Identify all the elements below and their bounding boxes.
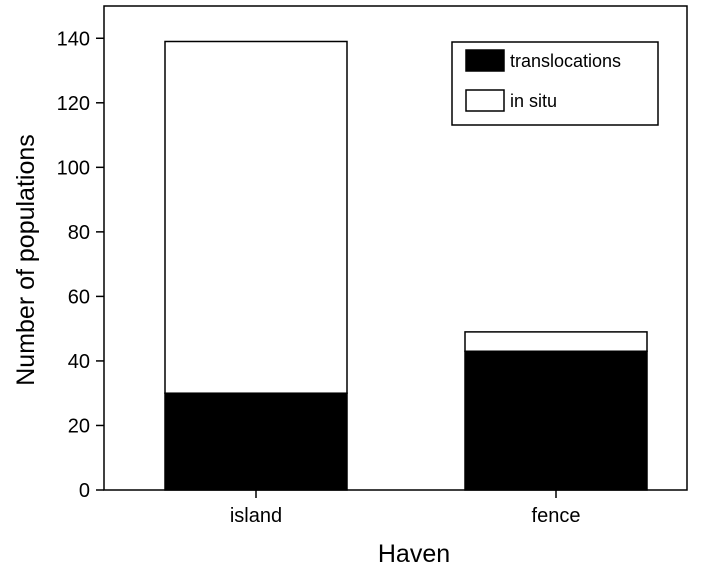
x-axis: island fence — [230, 490, 581, 527]
legend-swatch-in-situ — [465, 89, 505, 112]
y-tick-label-120: 120 — [57, 93, 90, 115]
bar-fence-translocations — [464, 350, 648, 491]
y-tick-label-40: 40 — [68, 351, 90, 373]
x-axis-title: Haven — [378, 540, 450, 568]
x-tick-label-fence: fence — [532, 505, 581, 527]
y-tick-label-60: 60 — [68, 286, 90, 308]
legend-label-translocations: translocations — [510, 51, 621, 71]
y-axis-title: Number of populations — [12, 134, 40, 386]
y-axis: 0 20 40 60 80 100 120 140 — [57, 28, 104, 502]
plot-frame — [103, 5, 688, 491]
x-tick-label-island: island — [230, 505, 282, 527]
bar-fence-in-situ — [464, 331, 648, 353]
legend-label-in-situ: in situ — [510, 91, 557, 111]
legend: translocations in situ — [451, 41, 659, 126]
bars-layer — [164, 40, 648, 491]
y-tick-label-80: 80 — [68, 222, 90, 244]
bar-island-translocations — [164, 392, 348, 491]
y-tick-label-20: 20 — [68, 415, 90, 437]
y-tick-label-100: 100 — [57, 157, 90, 179]
legend-swatch-translocations — [465, 49, 505, 72]
y-tick-label-140: 140 — [57, 28, 90, 50]
y-tick-label-0: 0 — [79, 480, 90, 502]
bar-island-in-situ — [164, 40, 348, 394]
